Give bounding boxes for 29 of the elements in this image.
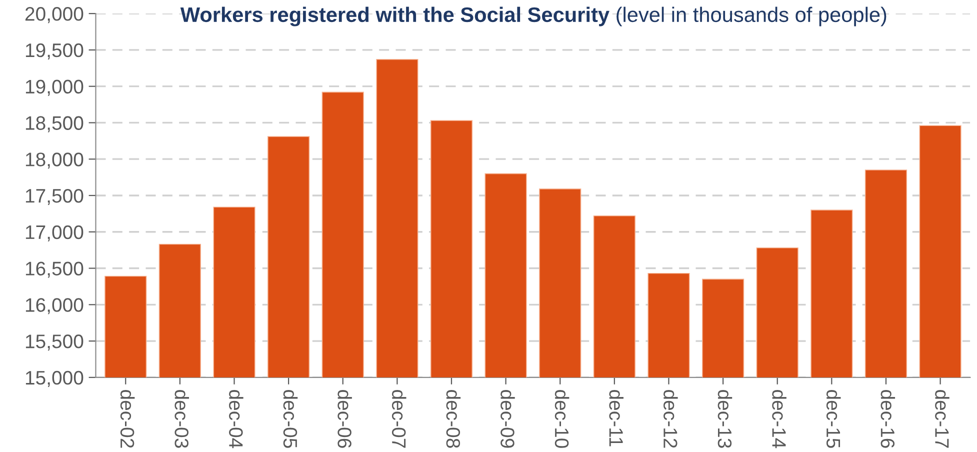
x-tick-label: dec-10 bbox=[554, 390, 570, 448]
x-tick-label: dec-13 bbox=[718, 390, 732, 448]
x-tick-label: dec-02 bbox=[120, 390, 135, 448]
x-tick-label: dec-16 bbox=[880, 390, 896, 448]
x-tick-label: dec-17 bbox=[935, 390, 950, 448]
y-tick-label: 19,000 bbox=[26, 80, 84, 96]
x-tick-label: dec-07 bbox=[392, 390, 406, 448]
y-tick-label: 18,000 bbox=[26, 152, 84, 169]
x-tick-label: dec-12 bbox=[664, 390, 678, 448]
x-tick-label: dec-06 bbox=[338, 390, 352, 448]
x-tick-label: dec-05 bbox=[283, 390, 298, 448]
x-tick-label: dec-09 bbox=[500, 390, 515, 448]
y-tick-label: 16,500 bbox=[26, 262, 84, 278]
x-tick-label: dec-11 bbox=[609, 390, 624, 446]
y-tick-label: 15,000 bbox=[26, 370, 84, 387]
y-tick-label: 20,000 bbox=[25, 7, 84, 24]
x-tick-label: dec-03 bbox=[174, 390, 189, 448]
x-tick-label: dec-04 bbox=[229, 390, 244, 448]
y-tick-label: 17,500 bbox=[26, 188, 84, 206]
x-tick-label: dec-14 bbox=[772, 390, 786, 448]
y-tick-label: 19,500 bbox=[26, 43, 84, 60]
x-tick-label: dec-08 bbox=[446, 390, 461, 448]
chart-subtitle: (level in thousands of people) bbox=[616, 6, 886, 26]
x-tick-label: dec-15 bbox=[826, 390, 841, 448]
chart-title: Workers registered with the Social Security bbox=[180, 6, 610, 26]
y-tick-label: 16,000 bbox=[26, 298, 84, 314]
y-tick-label: 18,500 bbox=[26, 116, 84, 132]
y-tick-label: 15,500 bbox=[26, 334, 84, 351]
y-tick-label: 17,000 bbox=[26, 225, 84, 242]
